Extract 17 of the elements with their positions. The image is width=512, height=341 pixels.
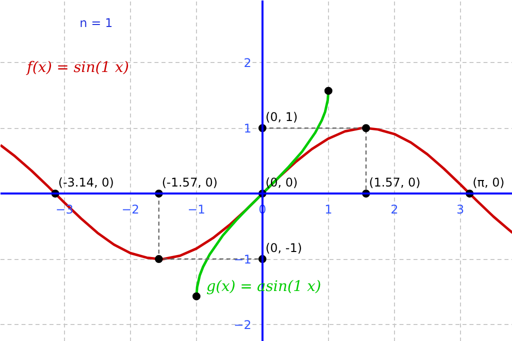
annotation: (1.57, 0) [369, 176, 420, 190]
annotation: (-1.57, 0) [162, 176, 218, 190]
y-tick-label: −2 [234, 318, 252, 332]
x-tick-label: 3 [456, 202, 464, 217]
annotation: (0, 1) [265, 110, 298, 124]
x-tick-label: −3 [56, 202, 74, 217]
annotation: (0, -1) [265, 241, 302, 256]
y-tick-label: 2 [244, 56, 252, 70]
x-tick-label: 1 [324, 202, 332, 217]
annotation: n = 1 [80, 16, 113, 30]
y-tick-label: 1 [244, 122, 252, 136]
annotation: (π, 0) [472, 176, 504, 190]
x-tick-label: 2 [390, 202, 398, 217]
annotation: (-3.14, 0) [58, 176, 114, 190]
x-tick-label: −2 [122, 202, 140, 217]
text: f(x) = sin(1 x) [26, 58, 130, 76]
x-tick-label: −1 [188, 202, 206, 217]
